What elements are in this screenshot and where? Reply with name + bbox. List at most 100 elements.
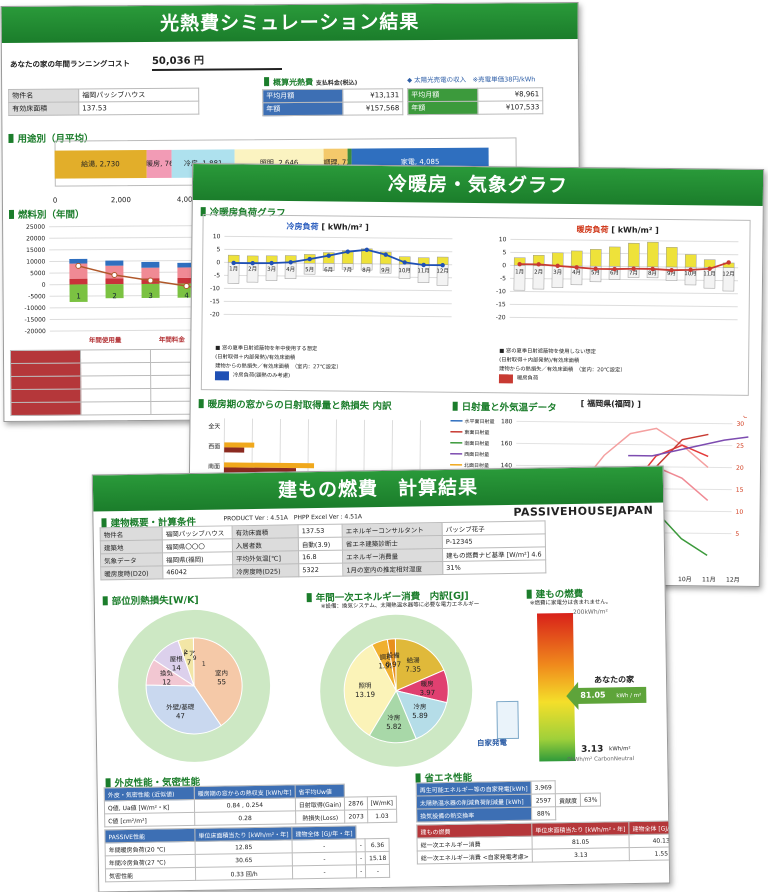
load-tick: -10 bbox=[496, 288, 506, 295]
fuel-head-cost: 年間料金 bbox=[159, 334, 185, 346]
window-solar-title: 暖房期の窓からの日射取得量と熱損失 内訳 bbox=[199, 396, 392, 412]
cond-cell: 有効床面積 bbox=[232, 525, 298, 539]
weather-right-tick: 20 bbox=[736, 465, 744, 472]
load-gain-bar bbox=[704, 260, 715, 268]
yearly-value: ¥157,568 bbox=[343, 102, 403, 115]
table-cell: 63% bbox=[580, 793, 601, 806]
fuel-row-name bbox=[11, 402, 81, 415]
table-cell: 熱損失(Loss) bbox=[295, 810, 345, 824]
gridline bbox=[224, 314, 452, 316]
heat-legend: ■ 窓の夏季日射遮蔽物を使用しない想定(日射取得＋内部発熱)/有効床面積建物から… bbox=[499, 347, 626, 384]
fuel-bar bbox=[141, 262, 159, 268]
self-gen-label: 自家発電 bbox=[477, 737, 507, 749]
weather-month: 10月 bbox=[678, 576, 692, 583]
passivehouse-logo: PASSIVEHOUSEJAPAN bbox=[513, 505, 653, 519]
your-house-value: 81.05 bbox=[580, 689, 605, 701]
month-label: 8月 bbox=[362, 267, 371, 274]
gridline bbox=[50, 318, 204, 319]
fuel-tick: 10000 bbox=[26, 259, 45, 266]
gridline bbox=[50, 307, 204, 308]
cond-cell: 平均外気温[℃] bbox=[232, 551, 298, 565]
fuel-chart: 2500020000150001000050000-5000-10000-150… bbox=[7, 218, 208, 343]
gridline bbox=[50, 330, 204, 331]
fuel-row-name bbox=[11, 363, 81, 376]
cond-cell: 自動(3.9) bbox=[298, 537, 342, 551]
cond-cell: 31% bbox=[443, 560, 546, 575]
month-label: 6月 bbox=[324, 266, 333, 273]
direction-label: 南面 bbox=[208, 462, 220, 470]
month-label: 9月 bbox=[381, 267, 390, 274]
cond-cell: 建築地 bbox=[100, 540, 162, 554]
load-tick: 0 bbox=[502, 262, 506, 269]
load-tick: 5 bbox=[502, 249, 506, 256]
usage-tick-1: 2,000 bbox=[111, 194, 131, 206]
load-line bbox=[520, 260, 729, 271]
fuel-table bbox=[10, 349, 201, 416]
load-tick: -15 bbox=[210, 298, 220, 305]
pie-value: 7.35 bbox=[405, 665, 421, 673]
fuel-bar bbox=[69, 279, 87, 285]
table-cell: 2876 bbox=[345, 797, 367, 810]
gridline bbox=[224, 249, 452, 251]
dir-loss-bar bbox=[224, 447, 244, 452]
fuel-net-point bbox=[112, 272, 117, 277]
pie-value: 7 bbox=[187, 659, 192, 667]
annual-cost-label: あなたの家の年間ランニングコスト bbox=[10, 58, 130, 71]
pie-label: 冷房 bbox=[413, 702, 426, 711]
cond-cell: 気象データ bbox=[101, 553, 163, 567]
pie-value: 0.97 bbox=[385, 661, 401, 669]
passive-table: PASSIVE性能単位床面積当たり [kWh/m²・年]建物全体 [GJ/年・年… bbox=[104, 825, 390, 882]
cond-cell: 福岡パッシブハウス bbox=[162, 526, 232, 540]
table-cell: 1.03 bbox=[367, 809, 397, 822]
table-cell: - bbox=[357, 865, 366, 878]
pie-value: 5.89 bbox=[412, 712, 428, 720]
fuel-net-point bbox=[184, 284, 189, 289]
weather-right-tick: 15 bbox=[736, 487, 744, 494]
cond-cell: 冷房度時(D25) bbox=[233, 564, 299, 578]
gridline bbox=[49, 237, 203, 238]
pie-value: 12 bbox=[162, 678, 171, 686]
fuel-cat-label: 3 bbox=[148, 292, 153, 300]
fuel-net-point bbox=[76, 263, 81, 268]
weather-month: 11月 bbox=[702, 576, 716, 583]
usage-segment: 暖房, 762 bbox=[146, 150, 172, 178]
table-cell: 88% bbox=[531, 807, 555, 820]
fuel-row bbox=[11, 375, 201, 389]
pie-value: 13.19 bbox=[355, 691, 375, 699]
sheet1-title: 光熱費シミュレーション結果 bbox=[2, 3, 578, 43]
sheet2-title: 冷暖房・気象グラフ bbox=[193, 164, 763, 206]
meter-top: 200kWh/m² bbox=[573, 606, 608, 619]
area-label: 有効床面積 bbox=[9, 102, 79, 115]
month-label: 4月 bbox=[286, 266, 295, 273]
weather-title: 日射量と外気温データ bbox=[453, 399, 557, 414]
load-gain-bar bbox=[647, 242, 658, 267]
table-cell: - bbox=[292, 839, 356, 853]
table-cell: 0.28 bbox=[195, 811, 296, 826]
table-cell: 3.13 bbox=[532, 848, 629, 863]
fuel-tick: 20000 bbox=[26, 235, 45, 242]
load-tick: -10 bbox=[210, 285, 220, 292]
weather-month: 12月 bbox=[726, 577, 740, 584]
fuel-tick: -10000 bbox=[24, 305, 45, 312]
load-tick: -15 bbox=[496, 301, 506, 308]
month-label: 11月 bbox=[703, 270, 716, 277]
fuel-bar bbox=[105, 261, 123, 266]
cond-cell: 福岡県〇〇〇 bbox=[162, 539, 232, 553]
gridline bbox=[517, 421, 733, 423]
fuel-bar bbox=[105, 278, 123, 284]
gridline bbox=[510, 239, 738, 241]
cool-legend: ■ 窓の夏季日射遮蔽物を年中使用する想定(日射取得＋内部発熱)/有効床面積建物か… bbox=[215, 344, 342, 381]
gridline bbox=[510, 304, 738, 306]
load-gain-bar bbox=[666, 247, 677, 267]
fuel-cat-label: 1 bbox=[76, 292, 81, 300]
area-value: 137.53 bbox=[79, 101, 199, 115]
self-gen-arrow bbox=[496, 701, 519, 739]
table-cell: 3,969 bbox=[531, 781, 555, 794]
fuel-tick: -5000 bbox=[28, 293, 46, 300]
